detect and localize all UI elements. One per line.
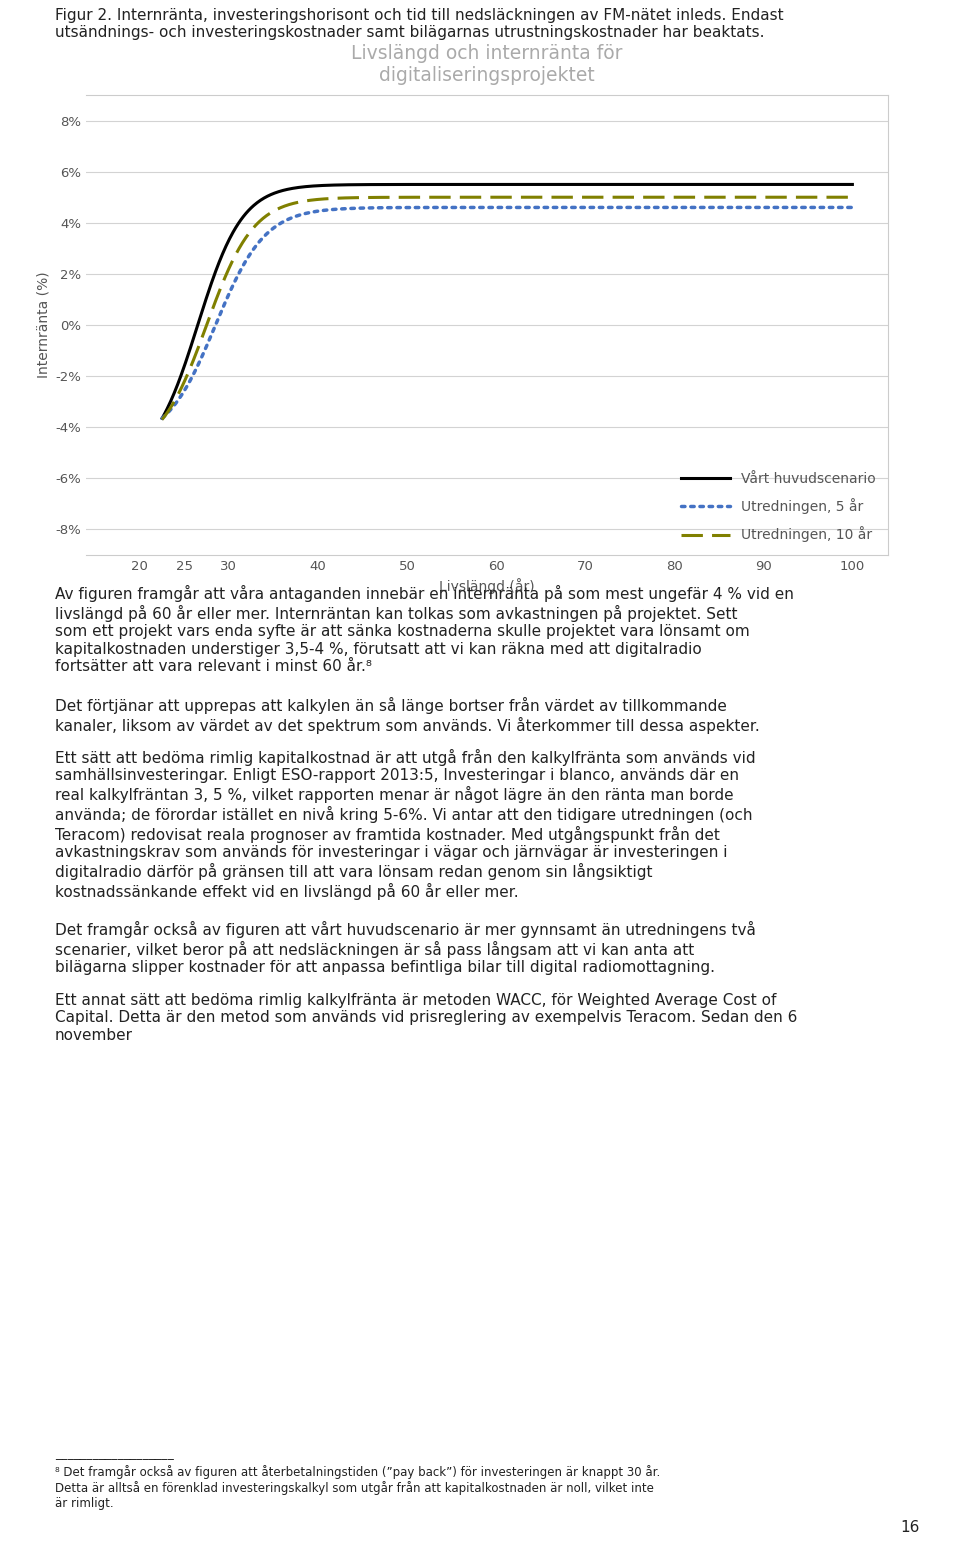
Text: 16: 16 [900, 1519, 920, 1535]
Text: Det framgår också av figuren att vårt huvudscenario är mer gynnsamt än utredning: Det framgår också av figuren att vårt hu… [55, 921, 756, 975]
Text: Det förtjänar att upprepas att kalkylen än så länge bortser från värdet av tillk: Det förtjänar att upprepas att kalkylen … [55, 697, 759, 734]
Y-axis label: Internränta (%): Internränta (%) [36, 272, 50, 378]
Title: Livslängd och internränta för
digitaliseringsprojektet: Livslängd och internränta för digitalise… [351, 44, 623, 86]
Legend: Vårt huvudscenario, Utredningen, 5 år, Utredningen, 10 år: Vårt huvudscenario, Utredningen, 5 år, U… [676, 466, 881, 547]
Text: Ett annat sätt att bedöma rimlig kalkylfränta är metoden WACC, för Weighted Aver: Ett annat sätt att bedöma rimlig kalkylf… [55, 994, 798, 1043]
Text: Figur 2. Internränta, investeringshorisont och tid till nedsläckningen av FM-nät: Figur 2. Internränta, investeringshoriso… [55, 8, 783, 40]
X-axis label: Livslängd (år): Livslängd (år) [440, 578, 535, 594]
Text: Ett sätt att bedöma rimlig kapitalkostnad är att utgå från den kalkylfränta som : Ett sätt att bedöma rimlig kapitalkostna… [55, 750, 756, 900]
Text: ⁸ Det framgår också av figuren att återbetalningstiden (”pay back”) för invester: ⁸ Det framgår också av figuren att återb… [55, 1465, 660, 1510]
Text: Av figuren framgår att våra antaganden innebär en internränta på som mest ungefä: Av figuren framgår att våra antaganden i… [55, 585, 794, 673]
Text: ___________________: ___________________ [55, 1448, 174, 1460]
